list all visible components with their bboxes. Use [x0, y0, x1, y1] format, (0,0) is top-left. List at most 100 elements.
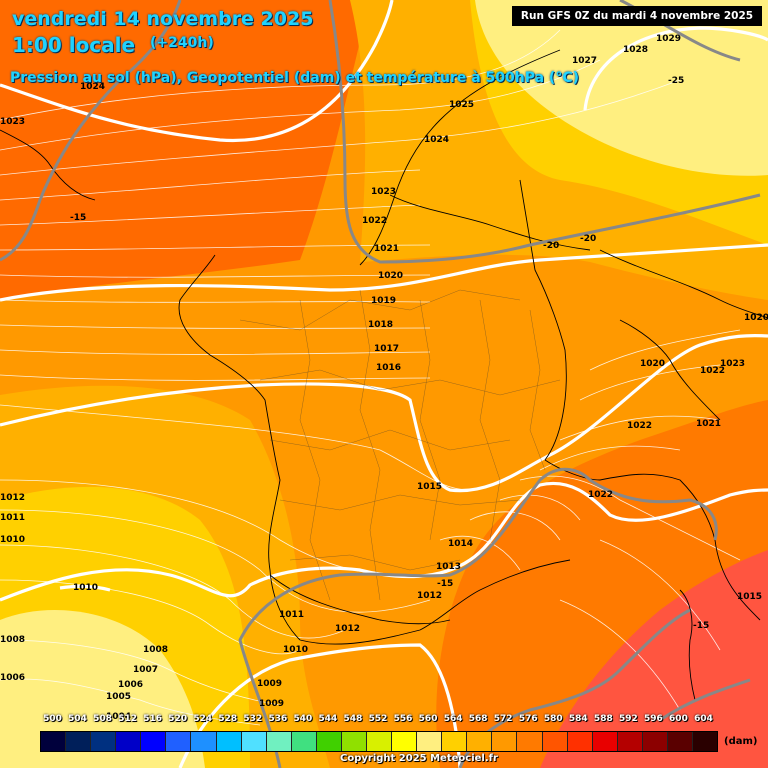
copyright-notice: Copyright 2025 Meteociel.fr — [340, 753, 498, 764]
isobar-label: 1006 — [118, 680, 143, 690]
isobar-label: 1018 — [368, 320, 393, 330]
legend-value: 540 — [293, 714, 313, 724]
isobar-lines — [0, 29, 741, 726]
legend-value: 520 — [168, 714, 188, 724]
isobar-label: 1014 — [448, 539, 473, 549]
temperature-label: -20 — [580, 234, 596, 244]
legend-value: 560 — [418, 714, 438, 724]
legend-swatch — [266, 732, 292, 751]
legend-swatch — [166, 732, 192, 751]
legend-swatch — [617, 732, 643, 751]
legend-value: 544 — [318, 714, 338, 724]
isobar-label: 1013 — [436, 562, 461, 572]
legend-value: 576 — [518, 714, 538, 724]
legend-value: 508 — [93, 714, 112, 724]
legend-swatch — [141, 732, 167, 751]
isobar-label: 1023 — [0, 117, 25, 127]
isobar-label: 1011 — [279, 610, 304, 620]
temperature-labels: -25 -20 -20 -15 -15 -15 — [70, 76, 709, 631]
isobar-label: 1008 — [0, 635, 25, 645]
legend-swatch — [592, 732, 618, 751]
isobar-label: 1012 — [0, 493, 25, 503]
legend-unit: (dam) — [724, 736, 758, 747]
legend-value: 596 — [644, 714, 663, 724]
isobar-label: 1024 — [80, 82, 105, 92]
isobar-label: 1021 — [696, 419, 721, 429]
legend-value: 564 — [443, 714, 463, 724]
isobar-label: 1006 — [0, 673, 25, 683]
isobar-label: 1010 — [283, 645, 308, 655]
legend-swatch — [392, 732, 418, 751]
isobar-label: 1022 — [588, 490, 613, 500]
isobar-label: 1012 — [335, 624, 360, 634]
isobar-label: 1016 — [376, 363, 401, 373]
legend-value: 548 — [343, 714, 363, 724]
legend-swatch — [442, 732, 468, 751]
isobar-label: 1012 — [417, 591, 442, 601]
temperature-label: -15 — [693, 621, 709, 631]
legend-swatch — [191, 732, 217, 751]
isobar-label: 1008 — [143, 645, 168, 655]
isobar-label: 1019 — [371, 296, 396, 306]
isobar-label: 1023 — [371, 187, 396, 197]
zone-572 — [0, 0, 370, 300]
legend-swatch — [667, 732, 694, 751]
legend-value: 584 — [568, 714, 588, 724]
isobar-label: 1020 — [744, 313, 768, 323]
legend-swatch — [467, 732, 493, 751]
temperature-label: -25 — [668, 76, 684, 86]
geopotential-color-legend — [40, 731, 718, 752]
isobar-label: 1029 — [656, 34, 681, 44]
isobar-label: 1009 — [259, 699, 284, 709]
legend-swatch — [341, 732, 368, 751]
isobar-label: 1024 — [424, 135, 449, 145]
legend-swatch — [316, 732, 342, 751]
legend-swatch — [41, 732, 67, 751]
isobar-label: 1015 — [417, 482, 442, 492]
legend-swatch — [642, 732, 668, 751]
forecast-time: 1:00 locale — [12, 33, 136, 57]
isobar-label: 1022 — [700, 366, 725, 376]
legend-value: 600 — [669, 714, 688, 724]
legend-value: 536 — [268, 714, 288, 724]
isobar-labels: 1029 1028 1027 1025 1024 1024 1023 1023 … — [0, 34, 768, 722]
legend-value: 532 — [243, 714, 263, 724]
legend-value: 500 — [43, 714, 62, 724]
legend-value: 580 — [543, 714, 563, 724]
legend-value: 512 — [118, 714, 138, 724]
legend-value: 556 — [393, 714, 413, 724]
isobar-label: 1010 — [0, 535, 25, 545]
coastlines-and-borders — [0, 49, 768, 701]
legend-value: 604 — [694, 714, 713, 724]
zone-580 — [540, 550, 768, 768]
isobar-label: 1009 — [257, 679, 282, 689]
legend-value: 552 — [368, 714, 388, 724]
legend-value-labels: 500 504 508 512 516 520 524 528 532 536 540 544 548 5… — [40, 714, 716, 728]
isobar-label: 1004 — [106, 712, 131, 722]
legend-swatch — [116, 732, 142, 751]
isobar-label: 1017 — [374, 344, 399, 354]
map-description: Pression au sol (hPa), Geopotentiel (dam… — [10, 70, 579, 86]
forecast-step: (+240h) — [150, 35, 214, 51]
isobar-label: 1021 — [374, 244, 399, 254]
legend-value: 588 — [593, 714, 613, 724]
legend-swatch — [417, 732, 443, 751]
temperature-label: -15 — [437, 579, 453, 589]
isobar-label: 1020 — [378, 271, 403, 281]
isobar-label: 1005 — [106, 692, 131, 702]
legend-value: 568 — [468, 714, 488, 724]
legend-swatch — [241, 732, 267, 751]
legend-swatch — [542, 732, 568, 751]
isobar-label: 1022 — [362, 216, 387, 226]
legend-value: 516 — [143, 714, 163, 724]
zone-556 — [475, 0, 768, 176]
isobar-label: 1010 — [73, 583, 98, 593]
legend-swatch — [517, 732, 543, 751]
isobar-label: 1007 — [133, 665, 158, 675]
legend-swatch — [216, 732, 242, 751]
run-info-box: Run GFS 0Z du mardi 4 novembre 2025 — [512, 6, 762, 26]
legend-swatch — [91, 732, 117, 751]
forecast-date: vendredi 14 novembre 2025 — [12, 8, 314, 30]
